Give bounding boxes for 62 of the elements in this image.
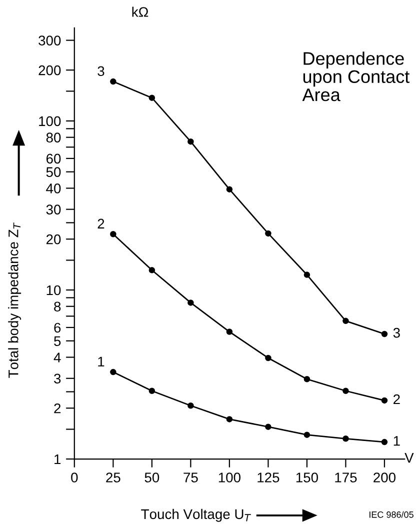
series-label: 1 xyxy=(394,436,400,446)
point xyxy=(304,432,310,438)
x-tick-label: 100 xyxy=(218,472,240,482)
y-tick-label: 6 xyxy=(54,322,61,333)
y-tick-label: 5 xyxy=(54,336,61,346)
y-tick-label: 2 xyxy=(54,403,61,414)
point xyxy=(265,230,272,237)
y-tick-label: 200 xyxy=(38,65,61,76)
point xyxy=(304,272,310,278)
y-axis-title: Total body impedance Z$_{T}$ xyxy=(8,222,22,378)
y-tick-label: 20 xyxy=(46,234,61,244)
x-axis-title: Touch Voltage U$_{T}$ xyxy=(141,508,251,522)
x-tick-label: 25 xyxy=(106,472,120,482)
y-tick-label: 30 xyxy=(46,204,61,214)
y-tick-label: 4 xyxy=(54,352,61,362)
point xyxy=(342,388,349,394)
text: Dependence upon Contact Area xyxy=(302,52,410,102)
text: IEC 986/05 xyxy=(369,511,414,518)
point xyxy=(110,78,116,85)
point xyxy=(226,186,233,192)
y-tick-label: 3 xyxy=(54,374,61,384)
y-tick-label: 80 xyxy=(46,132,61,142)
x-tick-label: 0 xyxy=(71,472,78,482)
point xyxy=(304,376,310,382)
point xyxy=(148,267,156,274)
point xyxy=(381,330,388,338)
point xyxy=(188,402,194,409)
point xyxy=(342,318,349,324)
point xyxy=(110,368,116,376)
y-tick-label: 100 xyxy=(39,116,61,126)
x-tick-label: 200 xyxy=(374,472,396,482)
point xyxy=(188,300,194,306)
y-tick-label: 50 xyxy=(46,167,61,177)
x-tick-label: 125 xyxy=(258,472,280,482)
point xyxy=(265,424,272,430)
x-tick-label: 175 xyxy=(335,472,357,482)
point xyxy=(148,388,156,394)
text: kΩ xyxy=(132,6,148,17)
text: 2 xyxy=(98,218,104,228)
text: 3 xyxy=(98,66,104,76)
point xyxy=(226,328,233,335)
point xyxy=(265,354,272,362)
point xyxy=(381,438,388,446)
point xyxy=(342,436,349,442)
y-tick-label: 300 xyxy=(38,36,61,46)
point xyxy=(226,416,233,422)
point xyxy=(381,397,388,404)
point xyxy=(148,94,156,101)
series-label: 2 xyxy=(394,394,400,404)
series-label: 3 xyxy=(393,328,400,338)
y-tick-label: 8 xyxy=(54,302,61,312)
annotation: V xyxy=(404,453,414,463)
x-tick-label: 50 xyxy=(144,472,160,482)
point xyxy=(110,231,116,238)
y-tick-label: 60 xyxy=(46,154,61,164)
y-tick-label: 1 xyxy=(54,454,61,464)
text: 1 xyxy=(98,356,104,366)
x-tick-label: 150 xyxy=(296,472,318,482)
y-tick-label: 10 xyxy=(46,285,61,296)
point xyxy=(188,138,194,145)
x-tick-label: 75 xyxy=(184,472,198,482)
y-tick-label: 40 xyxy=(46,184,61,194)
